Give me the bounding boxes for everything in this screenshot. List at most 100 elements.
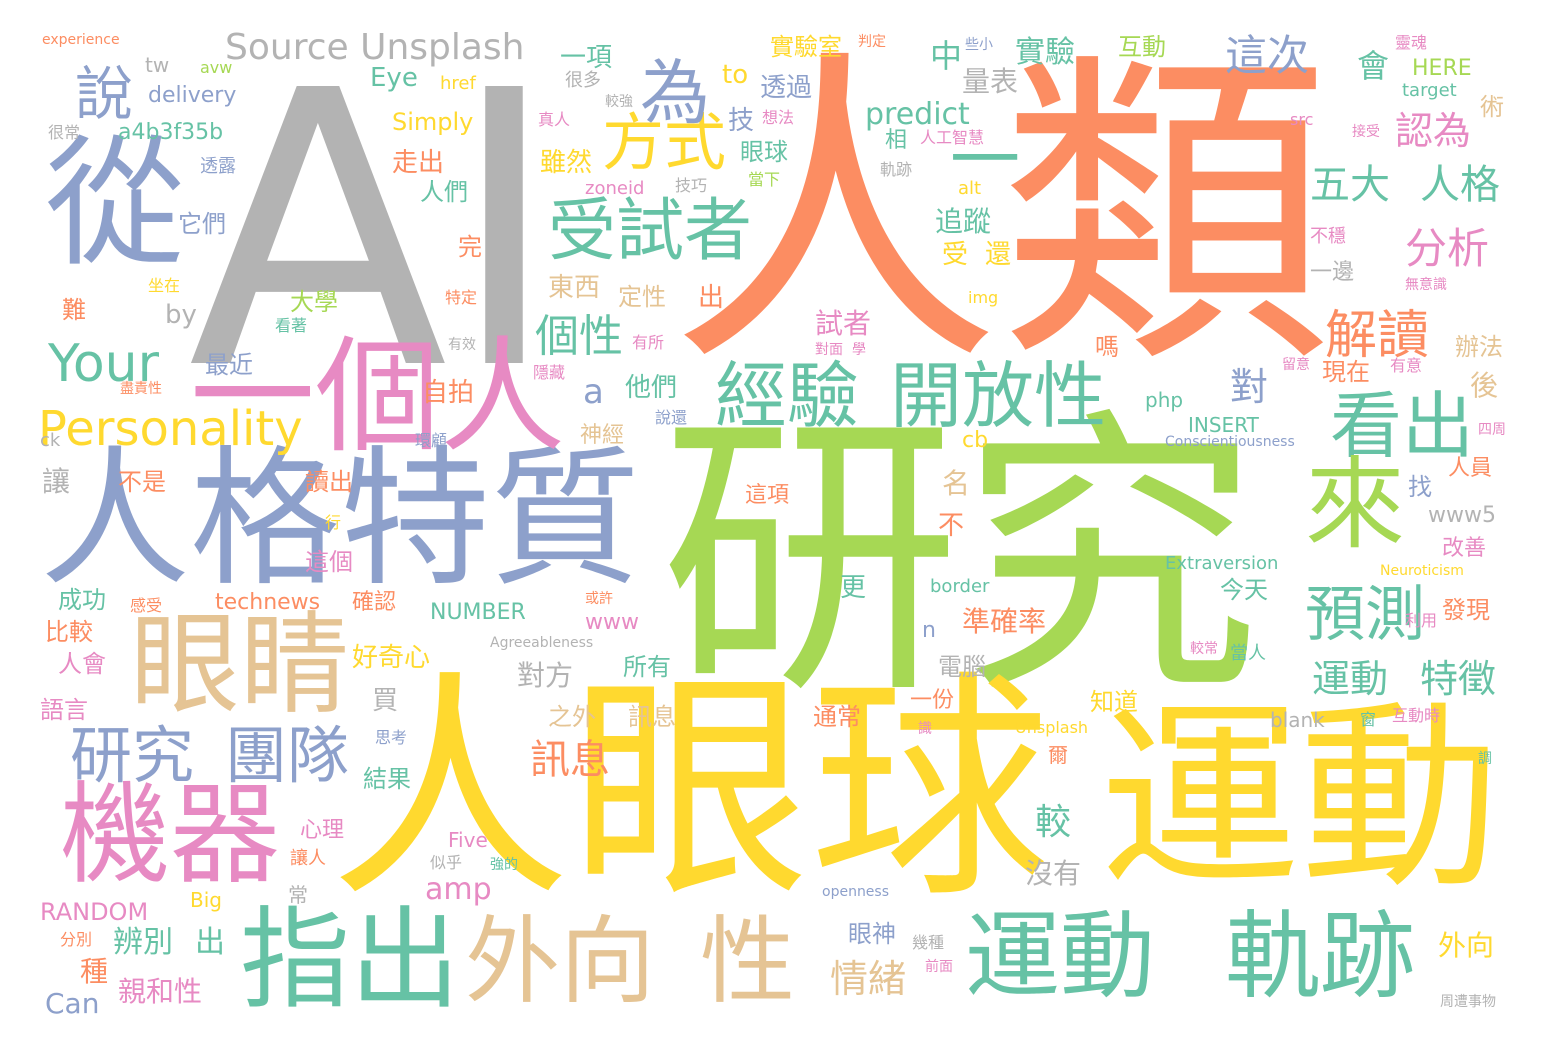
word-result: 結果 [363, 765, 411, 793]
word-buy: 買 [372, 686, 399, 716]
word-php: php [1145, 388, 1184, 412]
word-skill: 技巧 [675, 176, 708, 195]
word-counterpart: 對方 [517, 659, 574, 692]
word-unconscious: 無意識 [1405, 277, 1447, 293]
word-one-side: 一邊 [1310, 260, 1355, 285]
word-today: 今天 [1220, 576, 1268, 604]
word-blank: blank [1270, 708, 1325, 732]
word-feature: 特徵 [1420, 657, 1497, 701]
word-personality-trait: 人格特質 [40, 433, 641, 607]
word-more: 更 [840, 573, 867, 603]
word-shu: 術 [1480, 93, 1504, 121]
word-avw: avw [200, 58, 233, 77]
word-said-also: 說還 [655, 408, 688, 427]
word-eye: Eye [370, 63, 418, 93]
word-usually: 通常 [813, 703, 861, 731]
word-yi: 一 [950, 119, 1020, 201]
word-psychology: 心理 [300, 818, 345, 843]
word-shi: 識 [918, 721, 932, 737]
word-method-banfa: 辦法 [1455, 333, 1503, 361]
word-this: 這個 [305, 548, 353, 576]
word-certainty: 定性 [618, 283, 666, 311]
word-motion-small: 運動 [1312, 657, 1389, 701]
word-here: HERE [1412, 56, 1472, 81]
word-read-out: 讀出 [305, 468, 353, 496]
word-by: by [165, 300, 197, 330]
word-walk-out: 走出 [392, 148, 445, 178]
word-random: RANDOM [40, 898, 149, 926]
word-eyes: 眼睛 [130, 601, 350, 729]
word-this-time: 這次 [1225, 31, 1310, 80]
word-look-around: 環顧 [415, 431, 448, 450]
word-notice: 留意 [1282, 357, 1310, 373]
word-very-often: 很常 [48, 123, 81, 142]
word-although: 雖然 [540, 148, 593, 178]
word-let-people: 讓人 [290, 848, 326, 869]
word-selfie: 自拍 [422, 378, 475, 408]
word-amp: amp [425, 872, 492, 907]
word-xing: 性 [700, 907, 796, 1017]
word-ai-zh: 人工智慧 [920, 128, 985, 147]
word-soul: 靈魂 [1395, 33, 1428, 52]
word-when-people: 當人 [1230, 643, 1266, 664]
word-extraversion: Extraversion [1165, 553, 1279, 574]
word-experience-en: experience [42, 32, 120, 48]
word-sitting: 坐在 [148, 276, 181, 295]
word-accuracy: 準確率 [962, 605, 1047, 638]
word-front: 前面 [925, 959, 953, 975]
word-people: 人們 [420, 178, 468, 206]
word-discover: 發現 [1442, 596, 1490, 624]
word-at-the-moment: 當下 [748, 170, 781, 189]
word-opposite: 對面 [815, 342, 843, 358]
word-trajectory-small: 軌跡 [880, 160, 913, 179]
word-through: 透過 [760, 73, 813, 103]
word-know: 知道 [1090, 688, 1138, 716]
word-interact: 互動 [1118, 33, 1166, 61]
word-several-kinds: 幾種 [912, 933, 945, 952]
word-shou: 受 [942, 240, 969, 270]
word-alt: alt [958, 178, 982, 199]
word-accept: 接受 [1352, 124, 1380, 140]
word-to: to [722, 60, 749, 90]
word-motion-teal: 運動 [965, 902, 1156, 1012]
word-technews: technews [215, 590, 321, 615]
word-see-out: 看出 [1330, 384, 1475, 468]
word-motion-yellow: 運動 [1100, 683, 1501, 916]
word-delivery: delivery [148, 83, 237, 108]
word-a: a [583, 372, 604, 412]
word-perhaps: 或許 [585, 591, 613, 607]
word-cb: cb [962, 428, 989, 453]
word-your: Your [48, 334, 160, 394]
word-wei: 為 [640, 52, 710, 134]
word-confirm: 確認 [352, 590, 397, 615]
word-one-item: 一項 [560, 43, 613, 73]
word-chu-orange: 出 [698, 283, 725, 313]
word-openness-en: openness [822, 884, 890, 900]
word-human-kind: 人類 [670, 23, 1330, 407]
word-one-person: 一個人 [190, 325, 565, 470]
word-learn: 學 [852, 342, 866, 358]
word-www5: www5 [1428, 503, 1496, 528]
word-ming: 名 [942, 467, 971, 500]
word-judge: 判定 [858, 34, 886, 50]
word-unstable: 不穩 [1310, 226, 1346, 247]
word-from: 從 [45, 123, 186, 286]
word-point-out: 指出 [240, 896, 460, 1024]
word-predict-en: predict [865, 97, 970, 132]
word-middle: 中 [930, 37, 963, 75]
word-success: 成功 [58, 586, 106, 614]
word-target: target [1402, 80, 1457, 101]
word-reveal: 透露 [200, 156, 236, 177]
word-research: 研究 [660, 385, 1260, 734]
word-source-unsplash: Source Unsplash [225, 27, 525, 68]
word-team: 團隊 [225, 719, 350, 792]
word-ma: 嗎 [1095, 333, 1119, 361]
word-personality: 人格 [1420, 162, 1500, 208]
word-comparatively: 較 [1035, 802, 1072, 843]
word-hidden: 隱藏 [533, 363, 566, 382]
word-conscientiousness-zh: 盡責性 [120, 381, 162, 397]
word-huan: 還 [985, 240, 1012, 270]
word-improve: 改善 [1442, 536, 1487, 561]
word-come: 來 [1305, 446, 1405, 563]
word-xing-row: 行 [325, 513, 342, 532]
